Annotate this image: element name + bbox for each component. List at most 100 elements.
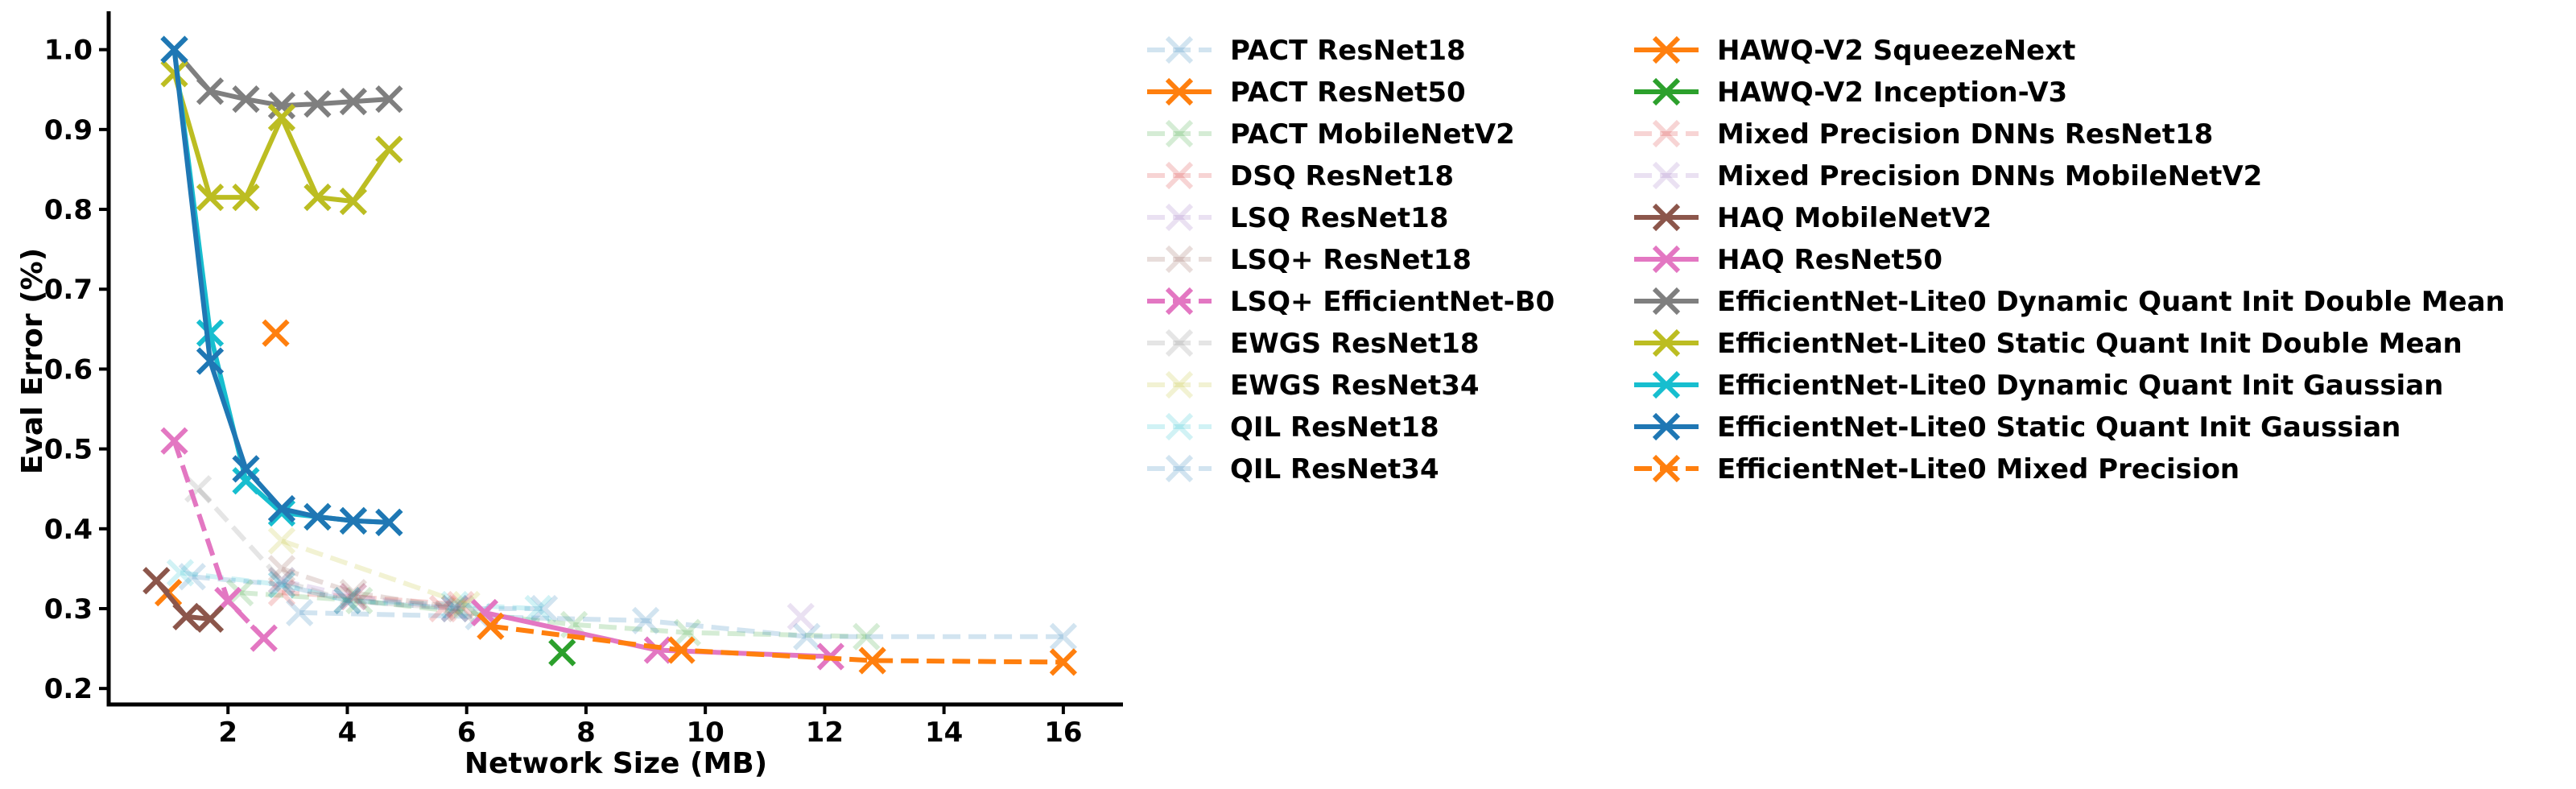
legend-label: QIL ResNet18: [1230, 411, 1439, 444]
legend-entry: LSQ+ EfficientNet-B0: [1147, 286, 1554, 318]
legend-label: HAWQ-V2 SqueezeNext: [1717, 35, 2075, 67]
legend-label: EfficientNet-Lite0 Static Quant Init Gau…: [1717, 411, 2401, 444]
legend-label: HAQ MobileNetV2: [1717, 202, 1992, 234]
x-tick-label: 4: [338, 717, 357, 749]
series-line: [180, 570, 539, 611]
series-line: [196, 487, 456, 611]
legend-entry: LSQ+ ResNet18: [1147, 244, 1472, 276]
series-hawq-v2-inception-v3: [548, 638, 576, 667]
legend-swatch-marker: [1652, 454, 1681, 483]
legend-swatch-marker: [1652, 119, 1681, 148]
data-point: [267, 567, 296, 595]
y-tick-label: 0.4: [44, 514, 93, 546]
data-point: [232, 184, 260, 212]
y-tick-label: 0.8: [44, 194, 93, 226]
legend-swatch-marker: [1165, 328, 1194, 357]
data-point: [232, 455, 260, 483]
legend-swatch-marker: [1652, 412, 1681, 441]
legend-swatch-marker: [1652, 287, 1681, 316]
legend-entry: EfficientNet-Lite0 Dynamic Quant Init Do…: [1634, 286, 2505, 318]
legend-entry: Mixed Precision DNNs ResNet18: [1634, 118, 2213, 151]
legend-entry: EWGS ResNet18: [1147, 328, 1480, 360]
data-point: [786, 602, 815, 631]
data-point: [267, 567, 296, 595]
series-line: [280, 538, 468, 607]
data-point: [172, 602, 200, 631]
series-lsq-efficientnet-b0: [160, 427, 278, 652]
x-tick-label: 12: [806, 717, 844, 749]
data-point: [262, 319, 290, 347]
legend-swatch-marker: [1652, 35, 1681, 64]
legend-entry: EfficientNet-Lite0 Mixed Precision: [1634, 453, 2240, 485]
data-point: [858, 646, 886, 675]
data-point: [303, 184, 332, 212]
series-efficientnet-lite0-static-quant-init-gaussian: [160, 35, 403, 536]
data-point: [447, 594, 475, 623]
series-lsq-resnet18: [267, 555, 475, 623]
data-point: [196, 347, 225, 375]
data-point: [440, 594, 469, 623]
legend-entry: EfficientNet-Lite0 Dynamic Quant Init Ga…: [1634, 370, 2443, 402]
legend-entry: HAQ MobileNetV2: [1634, 202, 1992, 234]
data-point: [267, 555, 296, 583]
data-point: [339, 579, 368, 607]
series-line: [239, 590, 867, 639]
y-tick-label: 0.3: [44, 593, 93, 626]
legend-label: PACT ResNet18: [1230, 35, 1466, 67]
data-point: [339, 506, 368, 535]
legend-entry: HAQ ResNet50: [1634, 244, 1942, 276]
legend-swatch-marker: [1165, 119, 1194, 148]
data-point: [142, 567, 171, 595]
legend-swatch-marker: [1165, 412, 1194, 441]
legend-entry: PACT MobileNetV2: [1147, 118, 1515, 151]
series-pact-resnet50: [262, 319, 290, 347]
legend-label: Mixed Precision DNNs MobileNetV2: [1717, 160, 2262, 192]
legend-label: HAWQ-V2 Inception-V3: [1717, 76, 2067, 109]
legend-label: EfficientNet-Lite0 Dynamic Quant Init Do…: [1717, 286, 2505, 318]
legend-entry: PACT ResNet50: [1147, 76, 1466, 109]
data-point: [440, 594, 469, 623]
legend-label: QIL ResNet34: [1230, 453, 1439, 485]
series-mixed-precision-dnns-resnet18: [428, 594, 457, 623]
legend-entry: QIL ResNet18: [1147, 411, 1439, 444]
x-axis-label: Network Size (MB): [464, 747, 767, 780]
data-point: [333, 586, 361, 615]
legend-entry: EWGS ResNet34: [1147, 370, 1480, 402]
data-point: [267, 571, 296, 599]
series-line: [281, 590, 461, 608]
data-point: [160, 427, 188, 455]
data-point: [267, 571, 296, 599]
y-tick-label: 1.0: [44, 35, 93, 67]
data-point: [375, 135, 403, 163]
data-point: [548, 638, 576, 667]
x-tick-label: 14: [925, 717, 963, 749]
data-point: [160, 60, 188, 88]
legend-entry: HAWQ-V2 SqueezeNext: [1634, 35, 2075, 67]
legend-entry: Mixed Precision DNNs MobileNetV2: [1634, 160, 2262, 192]
legend-entry: DSQ ResNet18: [1147, 160, 1454, 192]
legend-swatch-marker: [1165, 161, 1194, 190]
legend-swatch-marker: [1652, 370, 1681, 399]
data-point: [375, 508, 403, 536]
data-point: [232, 467, 260, 495]
data-point: [250, 624, 278, 652]
y-tick-label: 0.9: [44, 114, 93, 147]
plot-area: 2 4 6 8 10 12 14 16 0.2 0.3 0.4 0.5 0.6 0.7 0.8 0.9 1.0…: [16, 11, 1123, 780]
legend-label: EfficientNet-Lite0 Mixed Precision: [1717, 453, 2240, 485]
legend-label: DSQ ResNet18: [1230, 160, 1454, 192]
series-line: [299, 609, 1063, 639]
data-point: [333, 586, 361, 615]
series-line: [489, 623, 1063, 665]
data-point: [375, 85, 403, 114]
data-point: [267, 579, 296, 607]
data-point: [440, 590, 469, 619]
data-point: [267, 103, 296, 132]
legend-label: Mixed Precision DNNs ResNet18: [1717, 118, 2213, 151]
y-tick-label: 0.6: [44, 353, 93, 386]
legend-swatch-marker: [1652, 328, 1681, 357]
data-point: [447, 590, 475, 619]
legend-swatch-marker: [1165, 454, 1194, 483]
y-tick-label: 0.2: [44, 673, 93, 705]
data-point: [1049, 648, 1078, 676]
